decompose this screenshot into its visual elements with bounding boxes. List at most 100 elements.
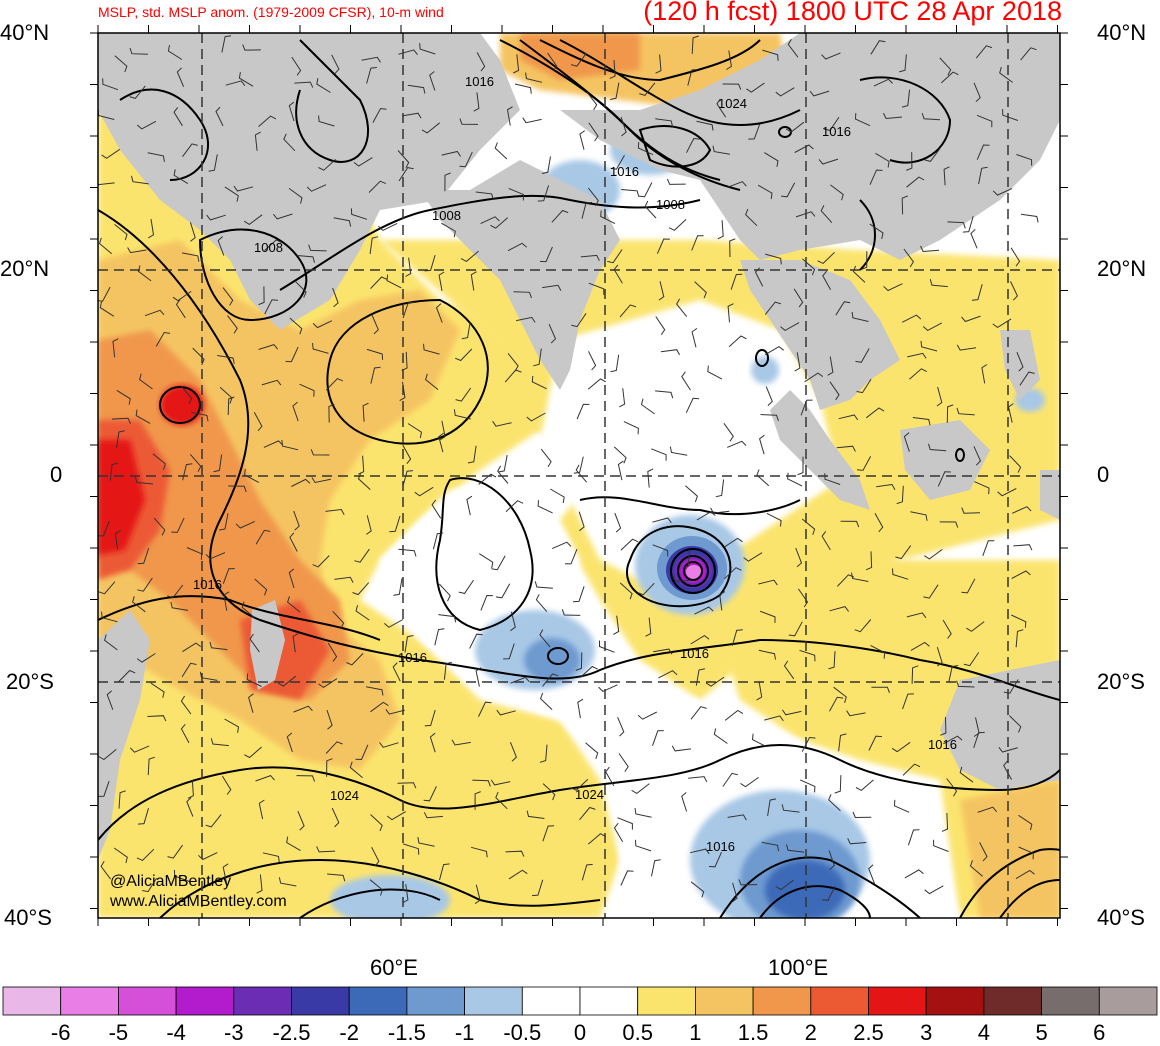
wind-barb: [717, 220, 724, 240]
wind-barb: [507, 353, 519, 372]
wind-barb: [730, 273, 743, 290]
wind-barb: [331, 54, 340, 74]
wind-barb: [830, 184, 844, 201]
wind-barb: [432, 532, 444, 550]
colorbar-swatch: [60, 986, 119, 1016]
wind-barb: [922, 322, 943, 332]
wind-barb: [118, 790, 126, 809]
wind-barb: [817, 251, 835, 264]
wind-barb: [613, 822, 624, 842]
wind-barb: [423, 343, 440, 355]
colorbar-swatch: [406, 986, 465, 1016]
wind-barb: [398, 49, 418, 56]
wind-barb: [222, 863, 229, 883]
wind-barb: [217, 236, 225, 256]
wind-barb: [548, 323, 557, 344]
wind-barb: [490, 217, 509, 229]
wind-barb: [503, 643, 515, 660]
wind-barb: [696, 120, 714, 131]
land-africa: [98, 610, 150, 860]
lon-label: 60°E: [370, 955, 418, 980]
wind-barb: [766, 512, 782, 527]
wind-barb: [969, 860, 984, 877]
wind-barb: [912, 417, 931, 426]
wind-barb: [378, 222, 398, 231]
wind-barb: [982, 540, 995, 556]
wind-barb: [903, 248, 915, 268]
wind-barb: [836, 445, 856, 452]
wind-barb: [435, 303, 443, 323]
wind-barb: [923, 584, 939, 599]
wind-barb: [874, 512, 884, 533]
wind-barb: [904, 869, 924, 879]
wind-barb: [441, 150, 462, 157]
wind-barb: [478, 701, 492, 717]
wind-barb: [287, 596, 301, 613]
wind-barb: [206, 214, 226, 221]
wind-barb: [585, 742, 599, 759]
wind-barb: [419, 43, 436, 55]
wind-barb: [929, 279, 948, 288]
wind-barb: [804, 372, 824, 383]
wind-barb: [98, 237, 113, 255]
wind-barb: [933, 839, 949, 852]
wind-barb: [691, 235, 704, 251]
wind-barb: [715, 479, 725, 498]
wind-barb: [838, 733, 847, 752]
wind-barb: [1009, 455, 1022, 473]
wind-barb: [506, 106, 513, 126]
wind-barb: [901, 89, 911, 108]
wind-barb: [902, 763, 921, 776]
wind-barb: [325, 508, 345, 516]
wind-barb: [547, 52, 558, 72]
wind-barb: [114, 55, 128, 73]
wind-barb: [722, 83, 742, 90]
wind-barb: [834, 775, 842, 794]
colorbar-tick-label: -1.5: [387, 1020, 426, 1045]
wind-barb: [402, 444, 412, 465]
wind-barb: [213, 454, 223, 473]
wind-barb: [326, 758, 333, 777]
wind-barb: [357, 473, 371, 490]
wind-barb: [822, 885, 836, 901]
wind-barb: [976, 114, 993, 128]
wind-barb: [417, 837, 435, 847]
wind-barb: [691, 35, 699, 54]
wind-barb: [963, 652, 980, 667]
wind-barb: [537, 185, 550, 202]
colorbar-tick-label: -5: [108, 1020, 129, 1045]
wind-barb: [173, 169, 189, 185]
wind-barb: [828, 794, 841, 812]
wind-barb: [505, 850, 525, 857]
wind-barb: [277, 675, 297, 687]
land-philippines-taiwan: [1000, 330, 1040, 400]
wind-barb: [299, 383, 315, 397]
wind-barb: [824, 473, 841, 485]
wind-barb: [328, 403, 335, 423]
wind-barb: [570, 778, 589, 791]
wind-barb: [757, 184, 773, 200]
wind-barb: [306, 184, 327, 192]
wind-barb: [129, 47, 148, 55]
wind-barb: [765, 386, 773, 406]
wind-barb: [297, 811, 305, 831]
map-frame: [97, 32, 1061, 919]
lat-label-right: 20°N: [1097, 256, 1147, 281]
wind-barb: [682, 550, 690, 569]
wind-barb: [472, 779, 491, 787]
map-fill-layer: 1016 1024 1016 1008 1008 1008 1016 1016 …: [98, 33, 1060, 918]
wind-barb: [355, 744, 369, 761]
wind-barb: [724, 709, 744, 721]
wind-barb: [167, 584, 184, 599]
wind-barb: [369, 879, 383, 896]
wind-barb: [116, 389, 131, 405]
wind-barb: [756, 681, 763, 701]
wind-barb: [992, 318, 1012, 329]
wind-barb: [855, 348, 870, 363]
wind-barb: [638, 182, 653, 198]
wind-barb: [799, 649, 816, 662]
wind-barb: [383, 619, 404, 628]
wind-barb: [106, 690, 114, 710]
wind-barb: [292, 401, 299, 422]
wind-barb: [1011, 570, 1031, 579]
